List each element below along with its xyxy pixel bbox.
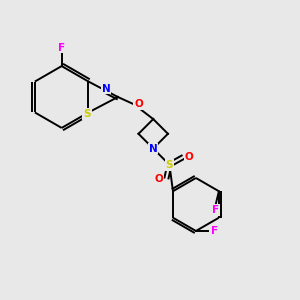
Text: S: S xyxy=(166,160,173,170)
Text: O: O xyxy=(134,99,143,110)
Text: N: N xyxy=(149,143,158,154)
Text: F: F xyxy=(212,205,220,215)
Text: F: F xyxy=(211,226,218,236)
Text: N: N xyxy=(102,84,110,94)
Text: O: O xyxy=(185,152,194,162)
Text: S: S xyxy=(83,109,91,119)
Text: F: F xyxy=(58,43,65,52)
Text: O: O xyxy=(155,174,164,184)
